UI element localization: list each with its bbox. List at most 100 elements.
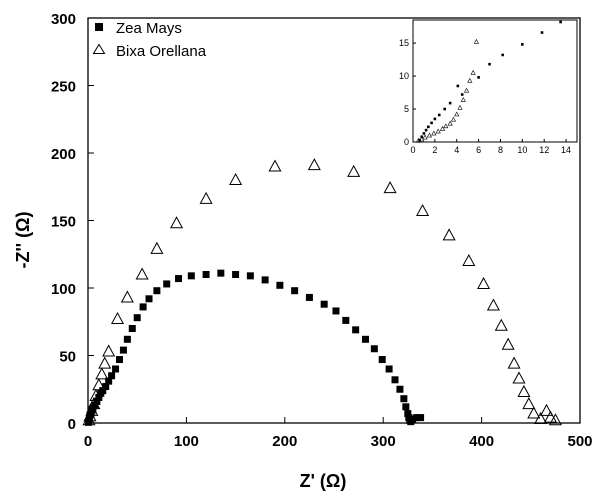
data-point-square <box>163 280 171 288</box>
data-point-triangle <box>268 159 282 172</box>
data-point-triangle <box>170 216 184 229</box>
data-point-square <box>175 275 183 283</box>
x-tick-label: 4 <box>454 145 459 155</box>
data-point-triangle <box>460 96 466 102</box>
data-point-square <box>102 383 110 391</box>
data-point-triangle <box>415 137 422 143</box>
data-point-triangle <box>102 344 116 357</box>
x-tick-label: 6 <box>476 145 481 155</box>
data-point-triangle <box>450 116 457 122</box>
data-point-square <box>112 365 120 373</box>
legend: Zea Mays Bixa Orellana <box>92 20 207 60</box>
data-point-square <box>108 372 116 380</box>
data-point-square <box>404 410 412 418</box>
y-tick-label: 50 <box>59 349 76 366</box>
data-point-square <box>99 387 107 395</box>
data-point-square <box>460 93 464 96</box>
legend-label: Zea Mays <box>116 20 182 37</box>
data-point-triangle <box>454 111 460 117</box>
data-point-triangle <box>383 181 397 194</box>
data-point-triangle <box>87 397 101 410</box>
x-tick-label: 8 <box>498 145 503 155</box>
data-point-square <box>305 293 313 301</box>
x-tick-label: 2 <box>432 145 437 155</box>
data-point-square <box>320 300 328 308</box>
main-plot-area <box>82 158 562 426</box>
data-point-triangle <box>507 356 521 369</box>
data-point-square <box>559 20 562 24</box>
data-point-square <box>422 132 426 135</box>
y-tick-label: 300 <box>51 11 76 28</box>
data-point-triangle <box>443 123 449 129</box>
data-point-square <box>105 377 113 385</box>
data-point-square <box>427 125 430 129</box>
data-point-triangle <box>120 290 134 303</box>
data-point-square <box>145 295 153 303</box>
x-tick-label: 200 <box>272 433 297 450</box>
data-point-triangle <box>426 132 432 138</box>
data-point-square <box>437 113 441 117</box>
data-point-triangle <box>463 87 470 93</box>
data-point-triangle <box>477 276 491 289</box>
data-point-triangle <box>229 172 243 185</box>
data-point-triangle <box>548 413 562 426</box>
x-tick-label: 100 <box>174 433 199 450</box>
data-point-square <box>332 307 340 315</box>
data-point-square <box>456 84 460 88</box>
x-tick-label: 500 <box>567 433 592 450</box>
data-point-triangle <box>307 158 321 171</box>
data-point-square <box>202 271 210 278</box>
data-point-triangle <box>347 164 361 177</box>
x-tick-label: 14 <box>561 145 571 155</box>
data-point-triangle <box>447 120 453 126</box>
data-point-triangle <box>457 104 463 110</box>
data-point-square <box>128 325 136 332</box>
legend-item-zea-mays: Zea Mays <box>95 20 182 37</box>
data-point-triangle <box>85 403 99 416</box>
data-point-square <box>95 393 103 401</box>
x-tick-label: 400 <box>469 433 494 450</box>
data-point-triangle <box>439 125 446 131</box>
data-point-triangle <box>422 134 428 140</box>
data-point-square <box>378 356 386 364</box>
data-point-triangle <box>82 413 96 426</box>
legend-item-bixa-orellana: Bixa Orellana <box>92 43 207 60</box>
data-point-square <box>153 287 161 295</box>
inset-plot-frame <box>412 19 578 143</box>
data-point-square <box>217 269 225 277</box>
x-tick-label: 300 <box>371 433 396 450</box>
data-point-square <box>424 128 428 132</box>
data-point-square <box>433 117 437 121</box>
data-point-triangle <box>486 298 500 311</box>
data-point-triangle <box>95 367 109 380</box>
data-point-triangle <box>92 378 106 391</box>
data-point-triangle <box>467 77 473 83</box>
data-point-square <box>361 335 369 343</box>
x-axis-title: Z' (Ω) <box>300 471 347 491</box>
data-point-square <box>123 335 131 343</box>
data-point-triangle <box>98 356 112 369</box>
data-point-square <box>385 365 393 373</box>
data-point-triangle <box>416 204 430 217</box>
data-point-triangle <box>89 388 103 401</box>
data-point-square <box>443 107 447 111</box>
data-point-square <box>187 272 195 280</box>
y-tick-label: 5 <box>404 104 409 114</box>
data-point-triangle <box>199 191 213 204</box>
data-point-square <box>352 326 360 334</box>
inset-ticks: 0 2 4 6 8 10 12 14 0 5 10 15 <box>399 38 571 155</box>
data-point-triangle <box>110 312 125 325</box>
data-point-square <box>501 53 504 57</box>
x-tick-label: 0 <box>84 433 92 450</box>
data-point-square <box>402 403 410 411</box>
y-tick-label: 150 <box>51 214 76 231</box>
data-point-square <box>246 272 254 280</box>
data-point-square <box>409 415 417 423</box>
legend-open-triangle-marker <box>92 43 106 54</box>
data-point-triangle <box>494 318 508 331</box>
y-tick-label: 0 <box>404 137 409 147</box>
y-tick-label: 10 <box>399 71 409 81</box>
inset-plot-area <box>415 20 562 143</box>
